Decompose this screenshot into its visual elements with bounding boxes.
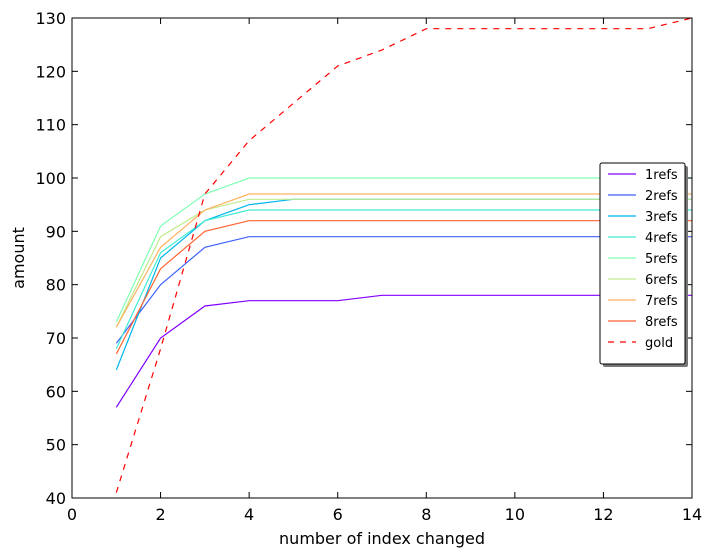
series-line-5refs	[115, 177, 692, 323]
series-line-1refs	[115, 294, 692, 408]
x-tick-label: 4	[244, 505, 254, 524]
y-tick-label: 130	[35, 9, 66, 28]
legend-label: 5refs	[645, 252, 678, 267]
y-tick-label: 100	[35, 169, 66, 188]
series-line-6refs	[115, 198, 692, 328]
plot-frame	[71, 17, 693, 499]
y-tick-label: 110	[35, 116, 66, 135]
x-tick-label: 14	[682, 505, 702, 524]
y-tick-label: 40	[46, 489, 66, 508]
series-line-gold	[115, 18, 692, 493]
x-tick-label: 6	[333, 505, 343, 524]
x-axis-title: number of index changed	[279, 529, 485, 548]
legend-label: 2refs	[645, 189, 678, 204]
legend-label: 8refs	[645, 315, 678, 330]
y-tick-label: 60	[46, 382, 66, 401]
legend-label: 6refs	[645, 273, 678, 288]
x-tick-label: 0	[67, 505, 77, 524]
ticks-layer: 0 2 4 6 8 10 12 14 40 50 60 70 80 90 100 110 120 130	[35, 9, 702, 524]
legend-label: gold	[645, 336, 673, 351]
legend: 1refs 2refs 3refs 4refs 5refs 6refs 7refs 8refs…	[599, 162, 688, 367]
legend-box	[599, 162, 686, 365]
y-tick-label: 70	[46, 329, 66, 348]
y-tick-label: 90	[46, 222, 66, 241]
y-axis-title: amount	[9, 227, 28, 289]
x-tick-label: 2	[155, 505, 165, 524]
y-tick-label: 80	[46, 276, 66, 295]
legend-label: 1refs	[645, 168, 678, 183]
x-tick-label: 10	[505, 505, 525, 524]
x-tick-label: 8	[421, 505, 431, 524]
y-tick-label: 120	[35, 62, 66, 81]
series-line-7refs	[115, 193, 692, 328]
series-layer	[115, 18, 692, 493]
y-tick-label: 50	[46, 436, 66, 455]
legend-label: 3refs	[645, 210, 678, 225]
series-line-4refs	[115, 209, 692, 349]
x-tick-label: 12	[593, 505, 613, 524]
series-line-8refs	[115, 220, 692, 355]
legend-label: 7refs	[645, 294, 678, 309]
legend-label: 4refs	[645, 231, 678, 246]
series-line-2refs	[115, 236, 692, 344]
